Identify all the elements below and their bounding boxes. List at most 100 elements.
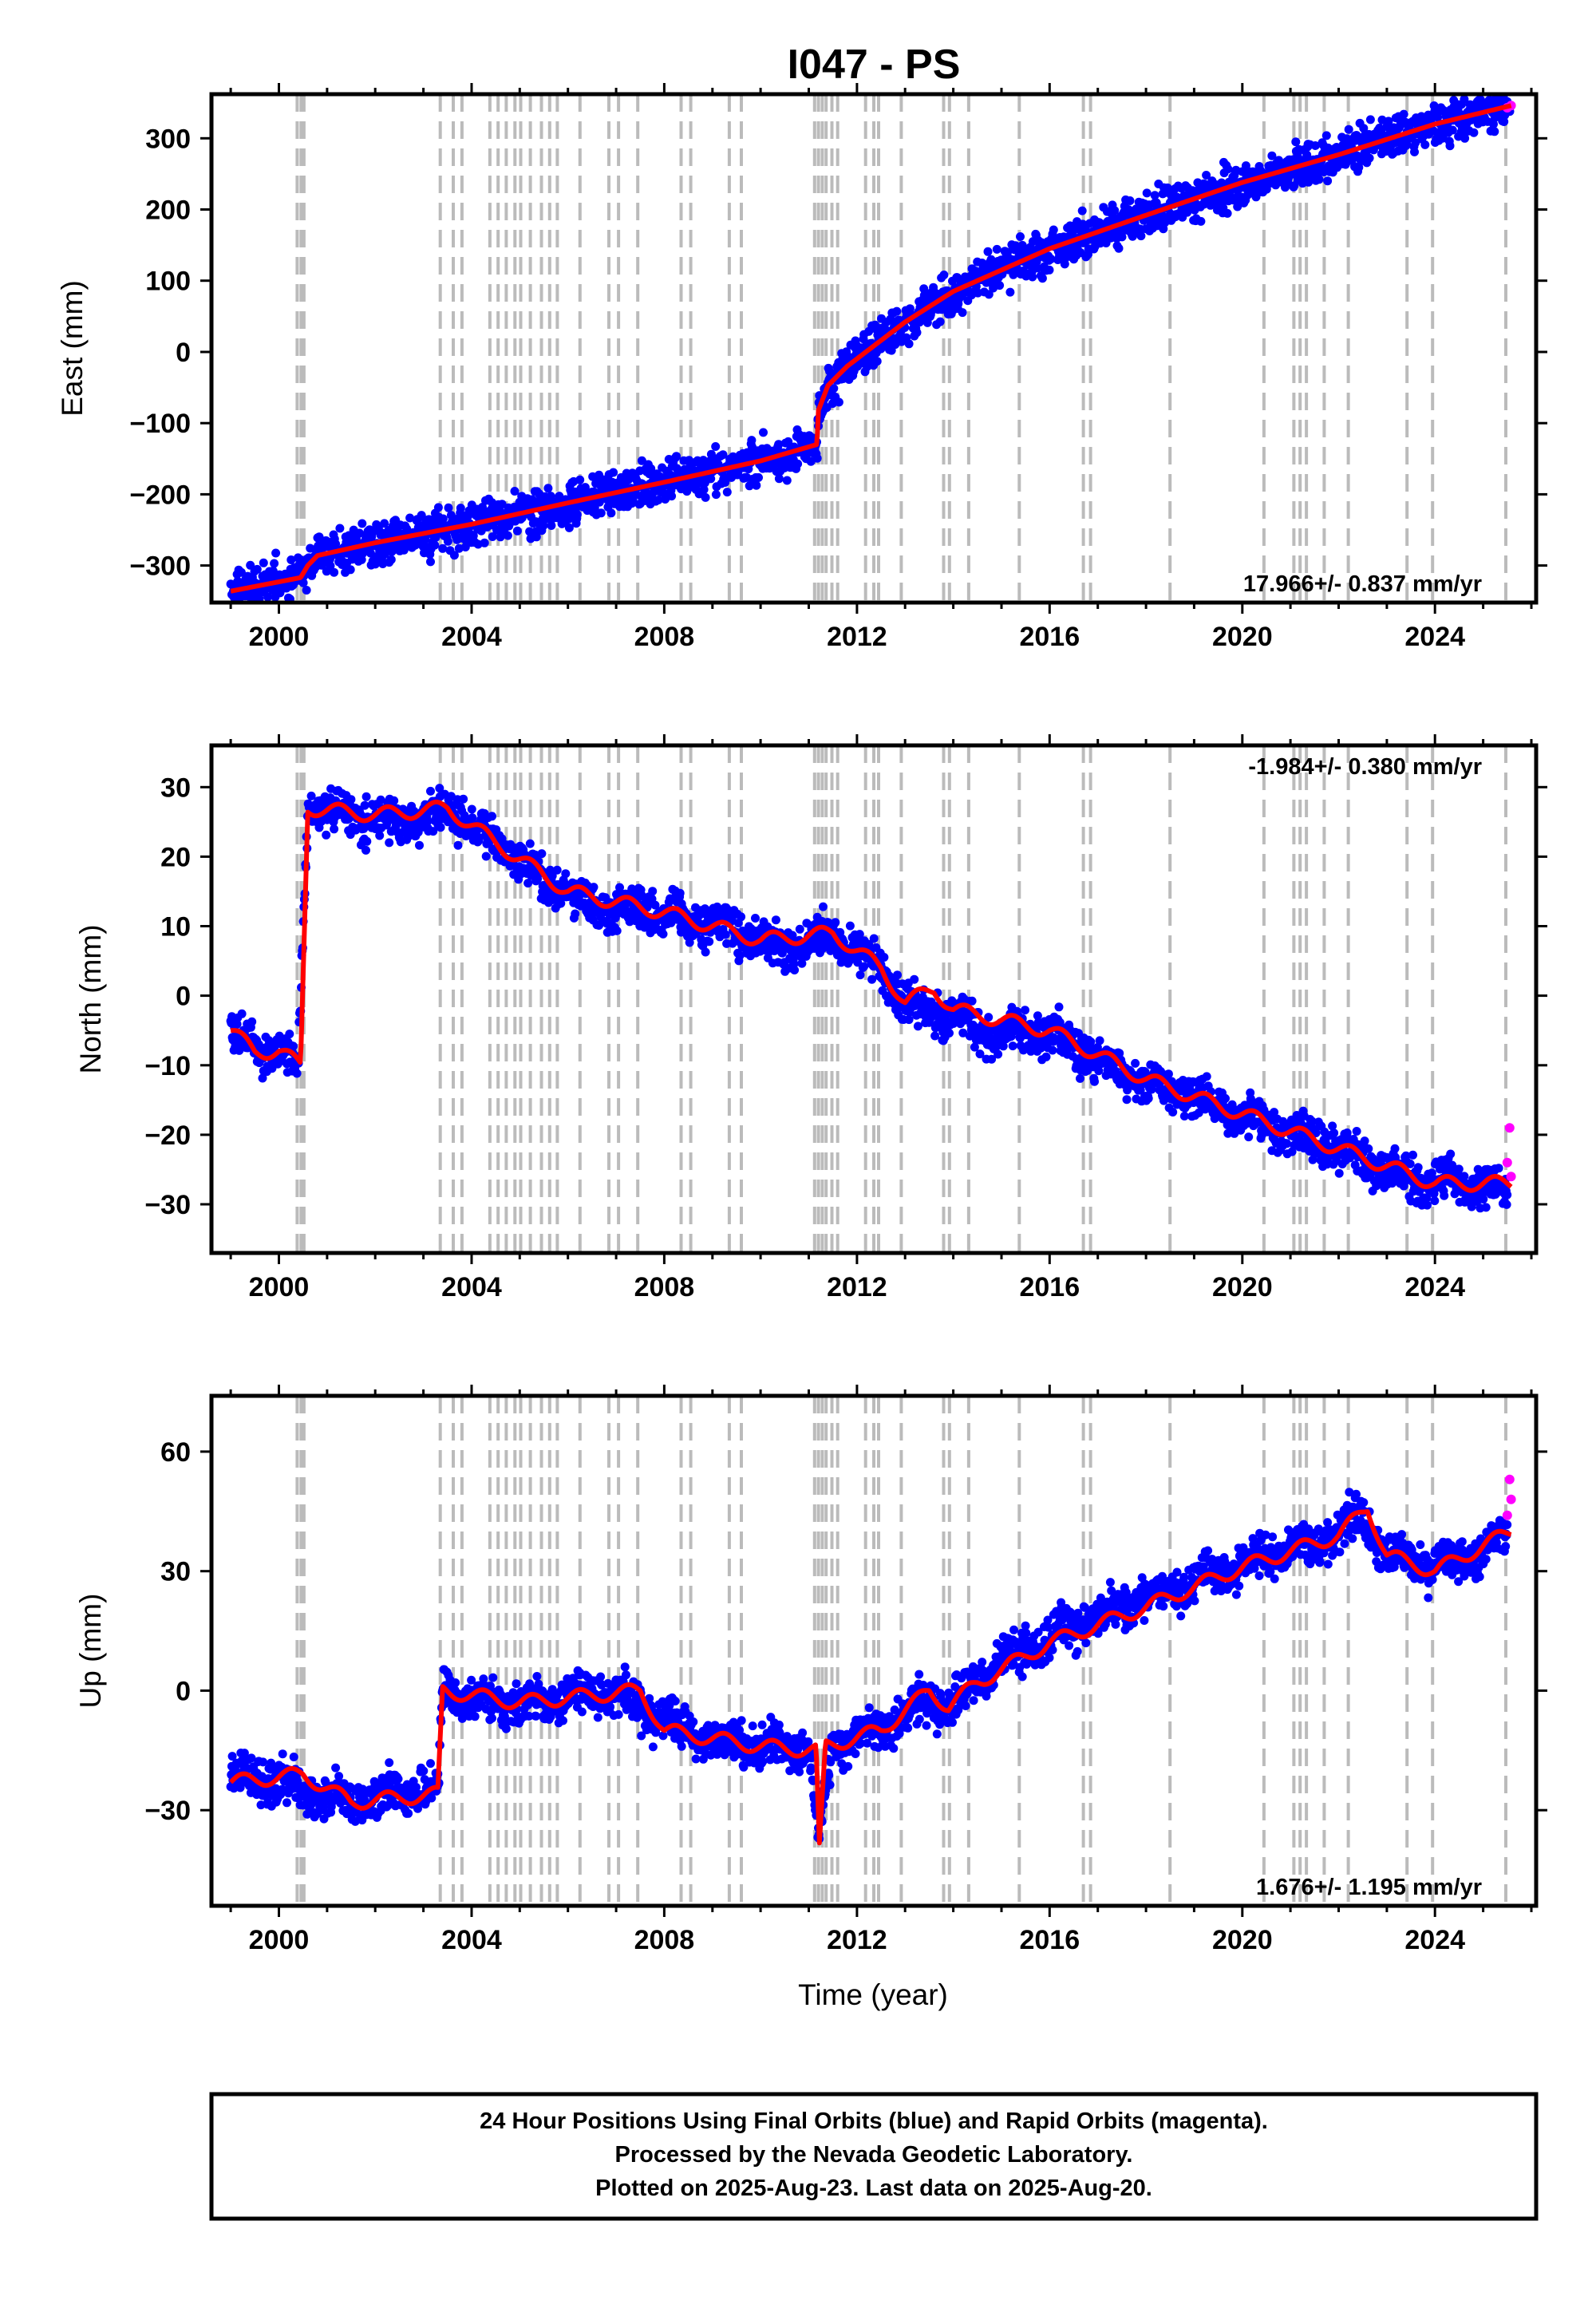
- final-orbit-point: [1144, 1093, 1153, 1103]
- y-tick-label: −300: [129, 551, 191, 582]
- final-orbit-point: [1408, 1150, 1417, 1160]
- final-orbit-point: [1490, 127, 1499, 136]
- final-orbit-point: [510, 487, 519, 496]
- final-orbit-point: [1168, 1108, 1178, 1117]
- final-orbit-point: [453, 840, 463, 850]
- final-orbit-point: [1021, 1006, 1029, 1015]
- final-orbit-point: [1481, 1203, 1491, 1212]
- final-orbit-point: [1048, 1045, 1057, 1055]
- final-orbit-point: [893, 970, 902, 980]
- velocity-label: 17.966+/- 0.837 mm/yr: [1243, 571, 1482, 597]
- final-orbit-point: [525, 839, 535, 848]
- final-orbit-point: [292, 1069, 302, 1078]
- final-orbit-point: [834, 397, 843, 407]
- final-orbit-point: [355, 528, 364, 538]
- final-orbit-point: [1037, 274, 1047, 283]
- final-orbit-point: [912, 328, 922, 338]
- final-orbit-point: [1390, 1144, 1400, 1153]
- final-orbit-point: [831, 918, 840, 927]
- final-orbit-point: [380, 550, 389, 559]
- final-orbit-point: [459, 794, 468, 804]
- final-orbit-point: [812, 453, 822, 463]
- final-orbit-point: [654, 496, 663, 504]
- final-orbit-point: [1136, 231, 1146, 241]
- final-orbit-point: [335, 524, 345, 533]
- final-orbit-point: [237, 1009, 247, 1018]
- final-orbit-point: [752, 480, 761, 490]
- final-orbit-point: [523, 879, 533, 888]
- final-orbit-point: [537, 849, 547, 859]
- final-orbit-point: [438, 514, 448, 524]
- final-orbit-point: [252, 564, 262, 574]
- final-orbit-point: [1223, 208, 1232, 218]
- final-orbit-point: [546, 492, 555, 501]
- final-orbit-point: [385, 838, 394, 848]
- final-orbit-point: [596, 508, 606, 518]
- final-orbit-point: [481, 852, 491, 861]
- final-orbit-point: [984, 290, 994, 299]
- y-tick-label: 0: [176, 338, 191, 368]
- final-orbit-point: [958, 308, 967, 318]
- final-orbit-point: [1086, 1037, 1096, 1046]
- x-tick-label: 2024: [1404, 622, 1465, 652]
- final-orbit-point: [1123, 1085, 1132, 1095]
- final-orbit-point: [285, 1030, 294, 1039]
- x-tick-label: 2012: [827, 622, 887, 652]
- y-tick-label: −100: [129, 409, 191, 439]
- final-orbit-point: [330, 824, 339, 834]
- final-orbit-point: [945, 1029, 954, 1037]
- final-orbit-point: [1054, 1002, 1064, 1012]
- final-orbit-point: [547, 521, 556, 530]
- final-orbit-point: [1046, 255, 1056, 263]
- final-orbit-point: [829, 384, 839, 393]
- final-orbit-point: [1142, 188, 1152, 198]
- final-orbit-point: [426, 786, 435, 796]
- final-orbit-point: [771, 915, 780, 925]
- final-orbit-point: [1005, 287, 1015, 297]
- final-orbit-point: [1310, 141, 1320, 150]
- final-orbit-point: [589, 883, 598, 892]
- final-orbit-point: [1122, 1095, 1132, 1105]
- final-orbit-point: [1445, 141, 1455, 151]
- x-tick-label: 2020: [1212, 622, 1273, 652]
- final-orbit-point: [904, 339, 914, 349]
- final-orbit-point: [675, 888, 685, 898]
- final-orbit-point: [711, 490, 721, 500]
- north-panel: 2000 2004 2008 2012 2016 2020 2024−30−20−10010…: [74, 734, 1547, 1302]
- final-orbit-point: [360, 800, 369, 810]
- final-orbit-point: [302, 586, 311, 595]
- final-orbit-point: [1365, 115, 1375, 124]
- final-orbit-point: [438, 543, 448, 553]
- final-orbit-point: [1114, 243, 1124, 253]
- final-orbit-point: [1028, 272, 1037, 282]
- final-orbit-point: [1041, 1052, 1051, 1061]
- final-orbit-point: [1352, 1127, 1361, 1136]
- final-orbit-point: [747, 436, 757, 445]
- final-orbit-point: [795, 924, 804, 934]
- final-orbit-point: [433, 503, 443, 512]
- final-orbit-point: [701, 947, 710, 957]
- x-tick-label: 2000: [249, 622, 310, 652]
- final-orbit-point: [983, 247, 993, 256]
- final-orbit-point: [268, 566, 278, 575]
- final-orbit-point: [415, 840, 424, 850]
- final-orbit-point: [879, 953, 889, 962]
- final-orbit-point: [845, 921, 855, 931]
- final-orbit-point: [1090, 1077, 1099, 1086]
- final-orbit-point: [444, 503, 453, 512]
- final-orbit-point: [1282, 1139, 1291, 1148]
- final-orbit-point: [488, 812, 496, 821]
- final-orbit-point: [362, 836, 372, 846]
- final-orbit-point: [722, 488, 732, 497]
- final-orbit-point: [361, 845, 370, 855]
- final-orbit-point: [1420, 140, 1430, 149]
- final-orbit-point: [612, 926, 622, 935]
- final-orbit-point: [426, 557, 435, 567]
- final-orbit-point: [1076, 1073, 1084, 1083]
- final-orbit-point: [930, 1031, 940, 1041]
- final-orbit-point: [1329, 1128, 1339, 1138]
- final-orbit-point: [1016, 232, 1025, 241]
- final-orbit-point: [386, 555, 396, 564]
- final-orbit-point: [699, 485, 709, 494]
